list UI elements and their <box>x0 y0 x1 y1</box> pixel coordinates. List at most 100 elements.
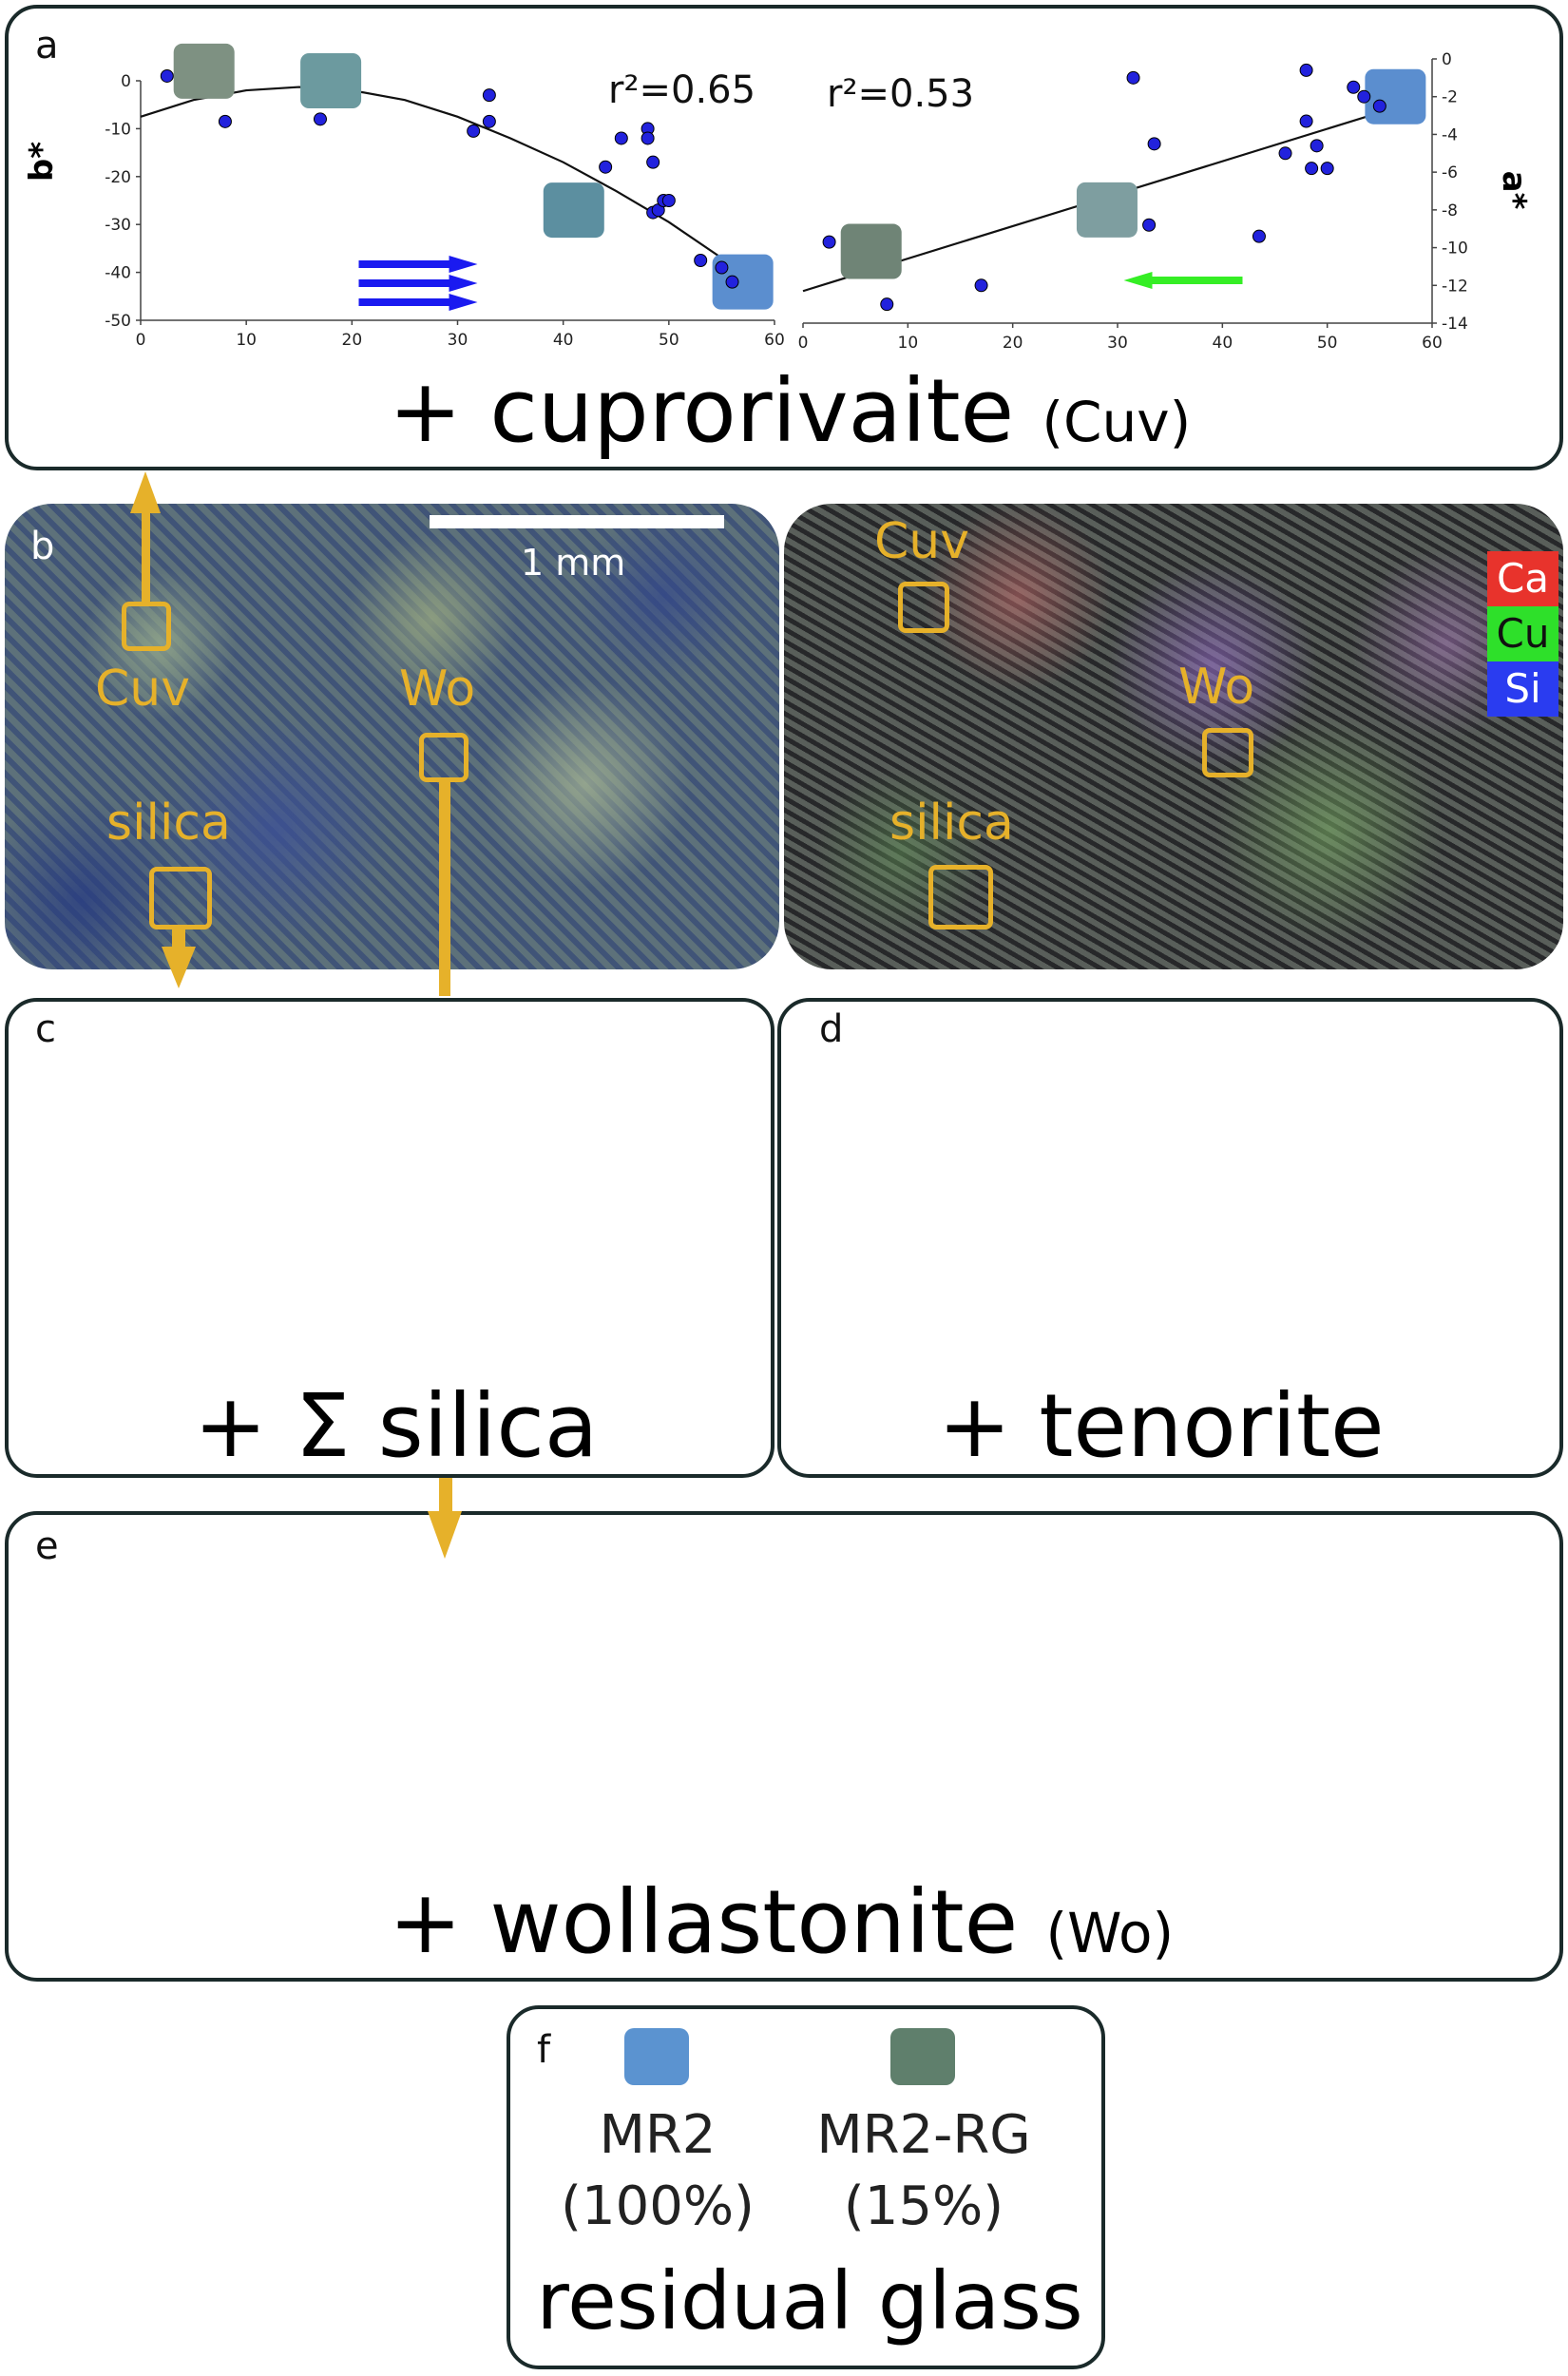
x-tick-label: 50 <box>1317 334 1338 353</box>
legend-caption: residual glass <box>536 2254 1083 2347</box>
r-squared-label: r²=0.53 <box>827 72 974 116</box>
arrow-cuv-up <box>130 471 161 604</box>
element-legend: Ca Cu Si <box>1487 551 1558 717</box>
data-point <box>1126 70 1140 85</box>
y-tick-label: -2 <box>1442 88 1458 107</box>
trend-arrow <box>358 256 478 273</box>
data-point <box>1142 218 1157 232</box>
arrow-wo-down <box>428 782 462 1559</box>
panel-label: a <box>35 24 59 67</box>
scale-bar <box>430 515 724 528</box>
color-swatch <box>173 43 235 99</box>
data-point <box>599 160 613 174</box>
data-point <box>1147 137 1161 151</box>
y-tick-label: -40 <box>105 264 131 283</box>
panel-e: e + wollastonite (Wo) <box>5 1511 1563 1982</box>
panel-caption: + cuprorivaite (Cuv) <box>389 360 1191 462</box>
caption-abbr: (Wo) <box>1045 1901 1175 1965</box>
x-tick-label: 60 <box>1422 334 1443 353</box>
legend-mr2-pct: (100%) <box>561 2175 755 2237</box>
marker-silica-right <box>928 865 993 929</box>
x-tick-label: 0 <box>798 334 809 353</box>
data-point <box>1305 162 1319 176</box>
data-point <box>160 68 174 83</box>
label-silica-left: silica <box>106 795 231 852</box>
y-tick-label: -30 <box>105 216 131 235</box>
label-wo-right: Wo <box>1178 659 1255 716</box>
legend-mr2rg-name: MR2-RG <box>816 2104 1031 2166</box>
y-tick-label: -10 <box>1442 240 1468 259</box>
data-point <box>1278 146 1292 161</box>
marker-cuv-right <box>898 582 949 633</box>
trend-arrow <box>358 294 478 311</box>
fit-line <box>140 86 755 283</box>
label-cuv-right: Cuv <box>874 513 970 570</box>
r-squared-label: r²=0.65 <box>608 68 755 112</box>
data-point <box>661 194 676 207</box>
color-swatch <box>300 53 362 108</box>
color-swatch <box>840 223 902 279</box>
swatch-mr2 <box>624 2028 689 2085</box>
legend-si: Si <box>1487 661 1558 717</box>
legend-mr2rg-pct: (15%) <box>843 2175 1004 2237</box>
trend-arrow <box>1123 272 1243 289</box>
y-tick-label: -14 <box>1442 315 1468 334</box>
marker-cuv-left <box>122 602 171 651</box>
data-point <box>482 88 496 103</box>
panel-label: d <box>819 1007 844 1051</box>
x-tick-label: 60 <box>764 331 785 350</box>
data-point <box>467 124 481 138</box>
panel-c: c + Σ silica <box>5 998 774 1478</box>
y-tick-label: -12 <box>1442 277 1468 296</box>
y-tick-label: 0 <box>1442 50 1452 69</box>
y-axis-label: b* <box>23 142 61 182</box>
data-point <box>1252 229 1266 243</box>
caption-abbr: (Cuv) <box>1042 390 1192 454</box>
data-point <box>694 254 708 267</box>
panel-caption: + wollastonite (Wo) <box>389 1871 1174 1973</box>
x-tick-label: 40 <box>553 331 574 350</box>
marker-silica-left <box>149 867 212 929</box>
marker-wo-right <box>1202 728 1253 777</box>
data-point <box>1299 114 1313 128</box>
swatch-mr2-rg <box>890 2028 955 2085</box>
data-point <box>1372 99 1386 113</box>
data-point <box>880 297 894 312</box>
data-point <box>482 114 496 128</box>
data-point <box>614 131 628 145</box>
panel-a: a + cuprorivaite (Cuv) <box>5 5 1563 470</box>
label-wo-left: Wo <box>399 661 476 718</box>
data-point <box>646 155 660 169</box>
y-tick-label: -20 <box>105 168 131 187</box>
arrow-silica-down <box>162 929 196 988</box>
caption-main: + cuprorivaite <box>389 360 1015 462</box>
y-tick-label: -50 <box>105 312 131 331</box>
data-point <box>725 275 739 289</box>
data-point <box>218 114 232 128</box>
x-tick-label: 10 <box>236 331 257 350</box>
panel-caption: + tenorite <box>938 1375 1385 1477</box>
data-point <box>641 131 655 145</box>
x-tick-label: 50 <box>659 331 679 350</box>
y-tick-label: -6 <box>1442 163 1458 182</box>
x-tick-label: 10 <box>898 334 919 353</box>
caption-main: + wollastonite <box>389 1871 1019 1973</box>
x-tick-label: 30 <box>1107 334 1128 353</box>
panel-label: e <box>35 1524 59 1568</box>
label-silica-right: silica <box>889 795 1014 852</box>
data-point <box>1310 139 1324 153</box>
x-tick-label: 20 <box>1003 334 1023 353</box>
color-swatch <box>543 182 604 239</box>
x-tick-label: 40 <box>1213 334 1233 353</box>
panel-label: c <box>35 1007 56 1051</box>
data-point <box>1357 89 1371 104</box>
panel-f: f MR2 (100%) MR2-RG (15%) residual glass <box>507 2005 1105 2369</box>
marker-wo-left <box>419 733 468 782</box>
photo-optical <box>5 504 779 969</box>
legend-mr2-name: MR2 <box>599 2104 717 2166</box>
color-swatch <box>1076 182 1138 238</box>
panel-label: f <box>537 2028 551 2072</box>
chart-a1: 0 10 20 30 40 50 60 0 -10 -20 -30 -40 -50 b* r²=0.65 <box>23 43 785 350</box>
data-point <box>715 260 729 275</box>
